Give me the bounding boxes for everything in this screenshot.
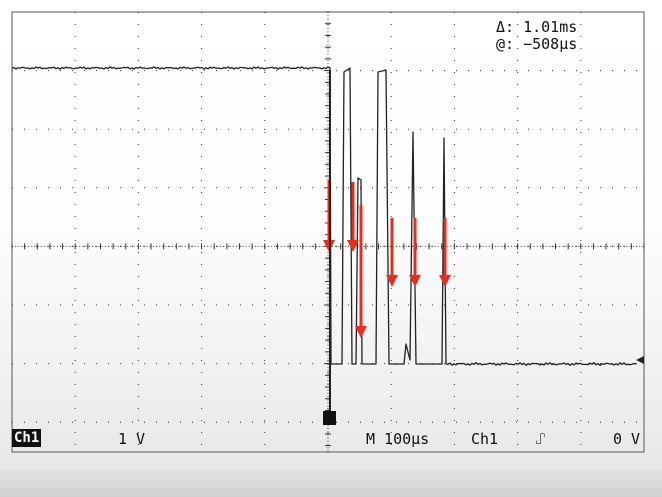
red-arrow-icon	[386, 218, 398, 287]
channel-badge[interactable]: Ch1	[12, 429, 42, 447]
waveform-path	[11, 66, 637, 367]
trigger-position-marker-icon	[323, 411, 336, 425]
at-value: −508µs	[523, 35, 578, 53]
at-symbol: @:	[496, 35, 515, 53]
screen-bezel	[0, 470, 662, 497]
delta-symbol: Δ:	[496, 18, 515, 36]
trigger-channel: Ch1	[471, 430, 499, 448]
arrow-head	[439, 275, 451, 287]
time-per-div: M 100µs	[366, 430, 430, 448]
volts-per-div: 1 V	[118, 430, 146, 448]
waveform-display	[11, 11, 645, 453]
trigger-level: 0 V	[613, 430, 641, 448]
arrow-head	[347, 240, 359, 252]
red-arrow-icon	[409, 218, 421, 287]
status-bar: Ch1 1 V M 100µs Ch1 ⑀ 0 V	[0, 426, 662, 450]
red-arrow-icon	[355, 205, 367, 338]
channel-1-trace	[11, 66, 637, 367]
red-arrow-icon	[347, 182, 359, 252]
cursor-position-readout: @: −508µs	[496, 37, 577, 52]
arrow-head	[409, 275, 421, 287]
cursor-delta-readout: Δ: 1.01ms	[496, 20, 577, 35]
arrow-head	[386, 275, 398, 287]
delta-value: 1.01ms	[523, 18, 578, 36]
ground-level-marker-icon	[636, 356, 644, 364]
red-arrow-icon	[439, 218, 451, 287]
falling-edge-trigger-icon: ⑀	[536, 430, 546, 448]
arrow-head	[355, 326, 367, 338]
